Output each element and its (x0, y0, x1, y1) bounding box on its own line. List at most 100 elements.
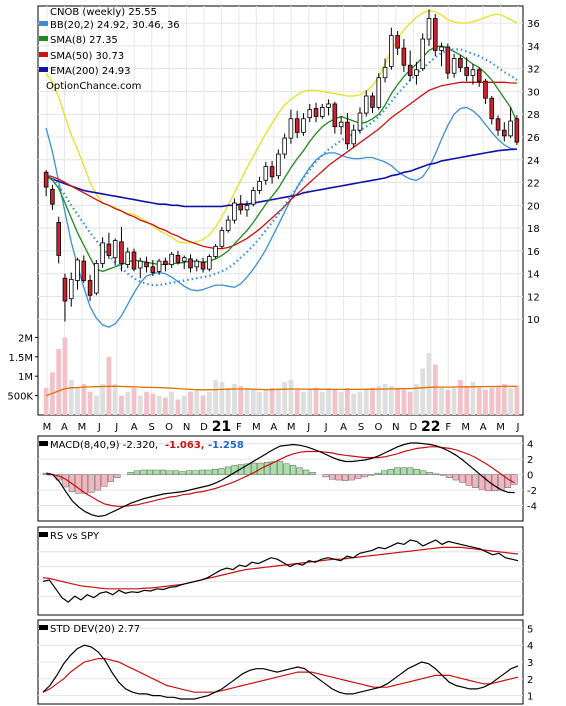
volume-bar (93, 395, 99, 415)
candle-body (68, 278, 74, 300)
price-tick-label: 32 (527, 65, 540, 76)
legend-swatch-sma50 (39, 52, 48, 57)
candle (207, 254, 212, 272)
volume-bar (188, 391, 193, 415)
volume-bar (382, 383, 388, 415)
candle-body (150, 266, 156, 273)
macd-histogram-bar (238, 464, 245, 475)
candle-body (94, 263, 99, 294)
x-tick-label: O (375, 422, 383, 433)
price-tick-label: 18 (527, 224, 540, 235)
candle-body (131, 251, 137, 270)
macd-histogram-bar (133, 470, 141, 475)
macd-histogram-bar (75, 474, 82, 494)
macd-histogram-bar (192, 470, 199, 475)
candle-body (345, 121, 350, 145)
candle (502, 122, 507, 142)
volume-bar (288, 380, 294, 415)
volume-y-axis: 2M 1.5M 1M 500K (7, 333, 38, 403)
candle (458, 54, 463, 73)
volume-bar (501, 383, 507, 415)
candle (426, 9, 432, 46)
candle-body (458, 57, 463, 68)
stddev-y-axis: 5 4 3 2 1 (527, 624, 533, 702)
rs-panel-frame (37, 526, 524, 616)
macd-histogram-bar (94, 474, 101, 491)
candle (370, 92, 375, 114)
candle (257, 176, 262, 194)
volume-bar (250, 389, 256, 415)
candle-body (200, 261, 206, 270)
candle (68, 272, 74, 307)
candle-body (56, 222, 61, 256)
macd-tick-label: 0 (527, 471, 533, 482)
x-tick-label: J (306, 422, 310, 433)
macd-histogram-bar (179, 471, 186, 475)
x-tick-label: A (61, 422, 68, 433)
candle-body (357, 112, 363, 131)
volume-bar (81, 383, 87, 415)
macd-histogram-bar (211, 469, 219, 475)
candle-body (514, 118, 520, 143)
macd-histogram-bar (114, 474, 121, 478)
volume-bar (163, 397, 168, 415)
volume-bar (206, 391, 212, 415)
macd-histogram-bar (166, 470, 173, 475)
rs-lines (42, 539, 519, 603)
x-tick-label: 22 (421, 419, 440, 435)
macd-histogram-bar (426, 472, 433, 475)
macd-histogram-bar (270, 461, 277, 475)
candle-body (445, 46, 451, 74)
volume-tick-label: 2M (18, 333, 33, 344)
x-axis-labels: M A M J J A S O N D 21 F M A M J J A S O N D 22 F M A M J (43, 419, 520, 435)
macd-histogram-bar (491, 474, 498, 492)
candle-body (225, 219, 231, 231)
candle-body (232, 202, 237, 221)
x-tick-label: A (340, 422, 347, 433)
candle-body (238, 203, 243, 211)
candle (200, 257, 206, 273)
candle-body (50, 188, 55, 205)
candle (238, 195, 243, 215)
price-tick-label: 28 (527, 110, 540, 121)
candle (106, 232, 112, 259)
macd-panel: 4 2 0 -2 -4 MACD(8,40,9) -2.320, -1.063, -1.… (37, 435, 537, 522)
volume-bar (363, 389, 369, 415)
candle-body (338, 121, 344, 128)
x-tick-label: A (270, 422, 277, 433)
x-tick-label: 21 (212, 419, 231, 435)
volume-bar (407, 391, 413, 415)
candle-body (263, 166, 269, 181)
price-tick-label: 10 (527, 315, 540, 326)
volume-bar (150, 393, 156, 415)
candle (445, 43, 451, 79)
candle (301, 113, 306, 136)
candle (163, 257, 168, 272)
legend-swatch-sma8 (39, 36, 48, 41)
candle (476, 67, 482, 87)
candle (131, 248, 137, 272)
volume-bar (345, 387, 350, 415)
candle (225, 215, 231, 233)
stddev-tick-label: 2 (527, 675, 533, 686)
candle (376, 73, 382, 110)
price-tick-label: 26 (527, 133, 540, 144)
candle-body (81, 260, 87, 281)
candle-body (156, 260, 162, 272)
candle (144, 256, 149, 273)
candle-body (219, 229, 225, 247)
volume-bar (56, 349, 62, 415)
candle-body (244, 204, 250, 211)
x-tick-label: D (200, 422, 208, 433)
volume-bar (370, 387, 375, 415)
price-tick-label: 20 (527, 201, 540, 212)
candle (489, 95, 495, 125)
candle (75, 257, 80, 290)
volume-bar (137, 395, 143, 415)
volume-bar (43, 387, 49, 415)
candle (50, 184, 55, 210)
candle-body (502, 129, 507, 137)
candle-body (125, 251, 131, 265)
volume-bar (445, 389, 451, 415)
